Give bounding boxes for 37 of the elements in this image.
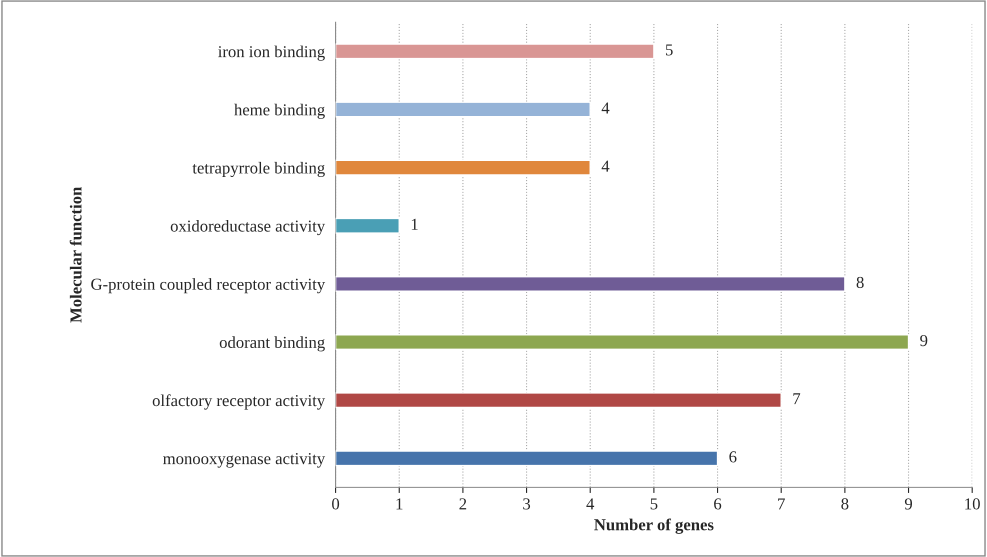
y-axis-title: Molecular function [70,186,82,323]
x-tick-label: 6 [714,498,722,510]
x-tick-label: 4 [586,498,594,510]
x-axis-title: Number of genes [594,518,714,534]
bar [336,160,591,176]
x-tick-label: 5 [650,498,658,510]
y-tick-label: olfactory receptor activity [152,394,326,410]
data-label: 5 [666,44,673,56]
data-label: 1 [412,218,418,230]
y-tick-label: oxidoreductase activity [170,220,326,236]
bar [336,392,782,408]
y-tick-label: monooxygenase activity [163,453,326,468]
x-tick-label: 0 [332,498,340,510]
y-tick-label: G-protein coupled receptor activity [91,278,326,294]
data-label: 9 [920,335,928,346]
y-tick-label: odorant binding [220,336,325,352]
x-tick-label: 7 [778,498,785,510]
bar [336,450,718,466]
data-label: 7 [793,393,800,404]
bar [336,218,400,234]
y-tick-label: tetrapyrrole binding [192,162,325,177]
x-tick-label: 8 [841,498,848,510]
x-tick-label: 1 [396,498,402,510]
bar [336,334,910,350]
x-tick-label: 9 [904,498,912,510]
y-tick-label: iron ion binding [218,46,325,61]
bar [336,43,655,60]
x-tick-label: 10 [965,498,980,510]
x-tick-label: 3 [523,498,530,510]
x-tick-label: 2 [459,498,466,510]
data-label: 6 [729,451,736,462]
data-label: 8 [856,276,864,288]
bar [336,102,591,118]
data-label: 4 [602,160,610,172]
y-tick-label: heme binding [234,104,325,119]
data-label: 4 [602,102,610,114]
bar [336,276,846,292]
